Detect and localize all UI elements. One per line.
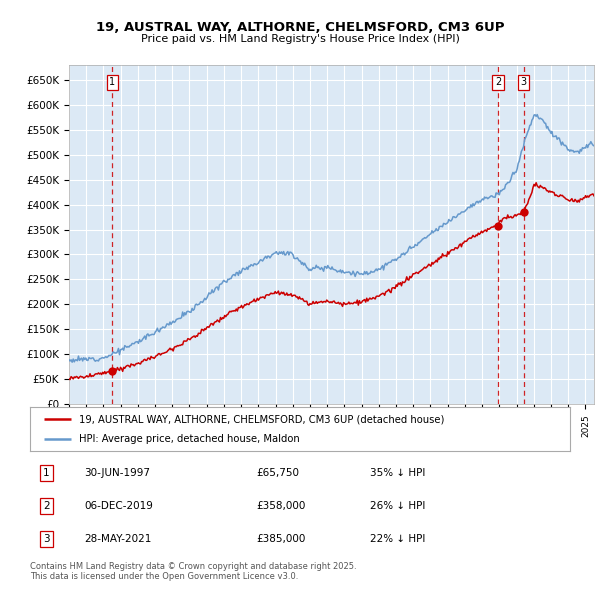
Text: 06-DEC-2019: 06-DEC-2019 <box>84 501 153 511</box>
Text: £358,000: £358,000 <box>257 501 306 511</box>
Text: 3: 3 <box>521 77 527 87</box>
Text: 28-MAY-2021: 28-MAY-2021 <box>84 534 151 544</box>
Text: 35% ↓ HPI: 35% ↓ HPI <box>370 468 425 478</box>
Text: 1: 1 <box>109 77 115 87</box>
Text: HPI: Average price, detached house, Maldon: HPI: Average price, detached house, Mald… <box>79 434 299 444</box>
Text: 1: 1 <box>43 468 50 478</box>
Text: 22% ↓ HPI: 22% ↓ HPI <box>370 534 425 544</box>
Text: 19, AUSTRAL WAY, ALTHORNE, CHELMSFORD, CM3 6UP: 19, AUSTRAL WAY, ALTHORNE, CHELMSFORD, C… <box>96 21 504 34</box>
Text: Price paid vs. HM Land Registry's House Price Index (HPI): Price paid vs. HM Land Registry's House … <box>140 34 460 44</box>
Text: 3: 3 <box>43 534 50 544</box>
Text: 2: 2 <box>43 501 50 511</box>
Text: £65,750: £65,750 <box>257 468 300 478</box>
Text: 19, AUSTRAL WAY, ALTHORNE, CHELMSFORD, CM3 6UP (detached house): 19, AUSTRAL WAY, ALTHORNE, CHELMSFORD, C… <box>79 414 444 424</box>
Text: 2: 2 <box>495 77 501 87</box>
Text: £385,000: £385,000 <box>257 534 306 544</box>
Text: Contains HM Land Registry data © Crown copyright and database right 2025.
This d: Contains HM Land Registry data © Crown c… <box>30 562 356 581</box>
Text: 26% ↓ HPI: 26% ↓ HPI <box>370 501 425 511</box>
Text: 30-JUN-1997: 30-JUN-1997 <box>84 468 150 478</box>
